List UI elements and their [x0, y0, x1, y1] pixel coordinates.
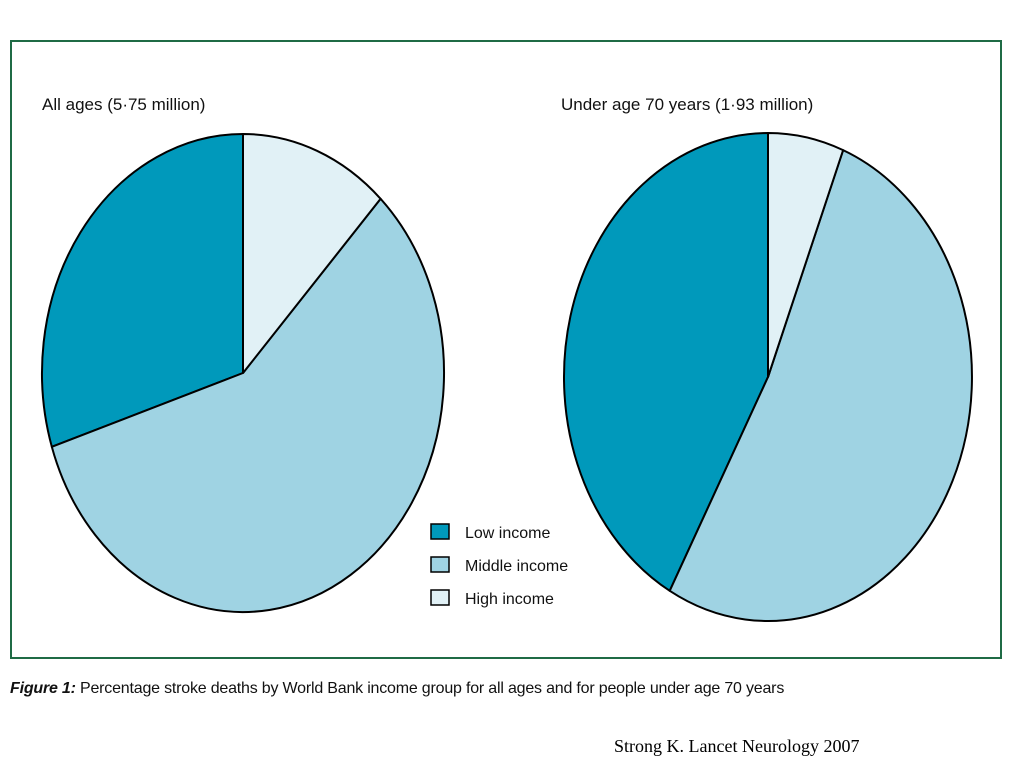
pie-under-70	[563, 132, 973, 622]
pie-0-slice-middle-income	[50, 197, 445, 613]
pie-all-ages	[41, 133, 445, 613]
legend-swatch-high-income	[430, 589, 450, 606]
legend-label-high-income: High income	[465, 591, 554, 608]
pie-1-slice-low-income	[563, 132, 769, 592]
legend-swatch-middle-income	[430, 556, 450, 573]
legend: Low income Middle income High income	[430, 523, 568, 608]
figure-caption: Figure 1: Percentage stroke deaths by Wo…	[10, 680, 1014, 698]
caption-label: Figure 1:	[10, 680, 76, 697]
chart-title-under-70: Under age 70 years (1·93 million)	[561, 95, 813, 114]
pie-0-slice-low-income	[41, 133, 244, 448]
figure-frame	[10, 40, 1002, 659]
chart-title-all-ages: All ages (5·75 million)	[42, 95, 205, 114]
legend-label-low-income: Low income	[465, 525, 550, 542]
legend-swatch-low-income	[430, 523, 450, 540]
caption-text: Percentage stroke deaths by World Bank i…	[75, 680, 785, 697]
pie-1-slice-middle-income	[668, 149, 973, 622]
legend-label-middle-income: Middle income	[465, 558, 568, 575]
pie-1-slice-high-income	[767, 132, 845, 378]
source-citation: Strong K. Lancet Neurology 2007	[614, 736, 860, 756]
pie-0-slice-high-income	[242, 133, 382, 374]
